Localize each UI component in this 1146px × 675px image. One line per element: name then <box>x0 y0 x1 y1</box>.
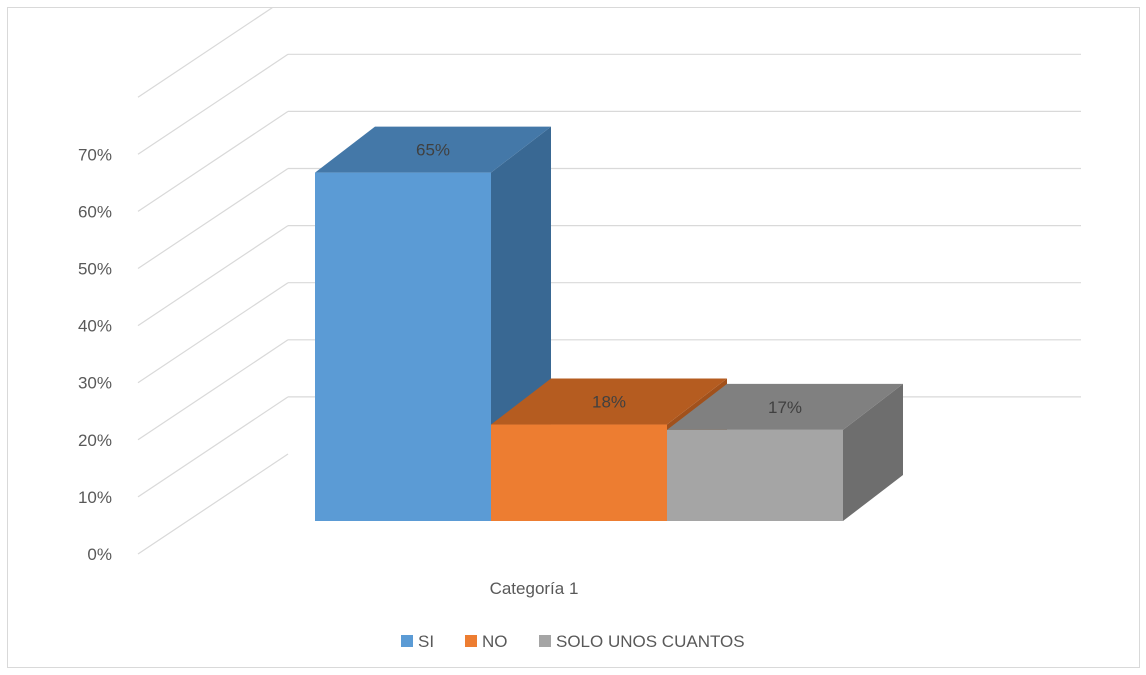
bar-top-0 <box>315 126 551 173</box>
bar-1 <box>491 424 667 521</box>
gridline-diagonal <box>137 110 289 212</box>
legend-swatch-0 <box>401 635 413 647</box>
legend-swatch-2 <box>539 635 551 647</box>
gridline-diagonal <box>137 282 289 384</box>
bars <box>315 126 903 521</box>
data-label-0: 65% <box>416 141 450 160</box>
bar-top-2 <box>667 383 903 430</box>
y-axis-ticks: 0% 10% 20% 30% 40% 50% 60% 70% <box>78 145 112 564</box>
gridline-diagonal <box>137 453 289 555</box>
gridline-diagonal <box>137 53 289 155</box>
category-label: Categoría 1 <box>490 579 579 598</box>
bar-0 <box>315 172 491 521</box>
y-tick-label: 40% <box>78 317 112 336</box>
legend-label-2: SOLO UNOS CUANTOS <box>556 632 745 651</box>
y-tick-label: 60% <box>78 202 112 221</box>
chart-plot: 0% 10% 20% 30% 40% 50% 60% 70% 65% 18% 17% Catego… <box>78 8 1081 651</box>
data-label-2: 17% <box>768 398 802 417</box>
bar-top-1 <box>491 378 727 425</box>
y-tick-label: 0% <box>87 545 112 564</box>
y-tick-label: 20% <box>78 431 112 450</box>
legend: SI NO SOLO UNOS CUANTOS <box>401 632 745 651</box>
legend-swatch-1 <box>465 635 477 647</box>
chart-frame: 0% 10% 20% 30% 40% 50% 60% 70% 65% 18% 17% Catego… <box>7 7 1140 668</box>
gridline-diagonal <box>137 339 289 441</box>
gridline-diagonal <box>137 225 289 327</box>
data-labels: 65% 18% 17% <box>416 141 802 417</box>
gridline-diagonal <box>137 168 289 269</box>
y-tick-label: 70% <box>78 145 112 164</box>
legend-label-1: NO <box>482 632 508 651</box>
legend-label-0: SI <box>418 632 434 651</box>
bar-side-2 <box>843 383 903 521</box>
data-label-1: 18% <box>592 393 626 412</box>
bar-2 <box>667 429 843 521</box>
gridline-diagonal <box>137 396 289 498</box>
gridline-diagonal <box>137 8 273 98</box>
y-tick-label: 50% <box>78 260 112 279</box>
y-tick-label: 10% <box>78 488 112 507</box>
y-tick-label: 30% <box>78 374 112 393</box>
